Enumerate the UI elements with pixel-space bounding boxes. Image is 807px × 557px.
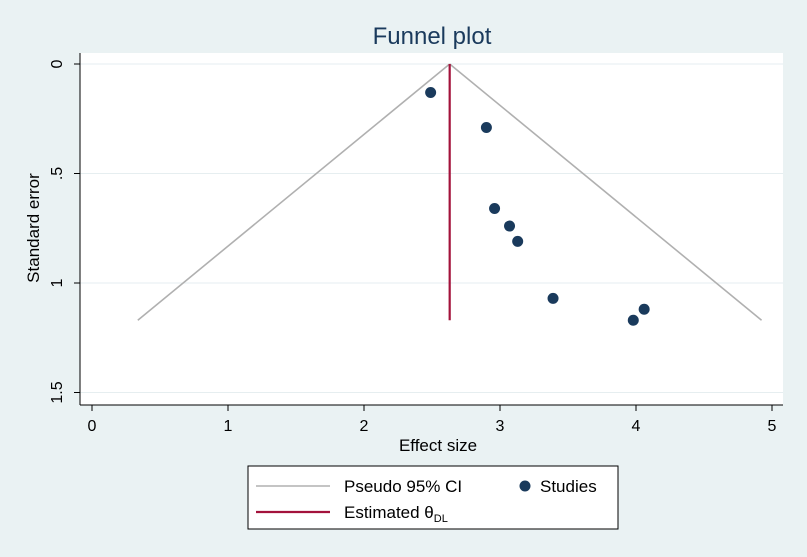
study-point-3 <box>504 220 516 232</box>
study-point-6 <box>638 303 650 315</box>
legend-box <box>247 465 619 530</box>
legend: Pseudo 95% CI Studies Estimated θDL <box>247 465 619 530</box>
x-tick-label-3: 3 <box>496 418 505 435</box>
plot-area <box>80 53 783 405</box>
chart-title: Funnel plot <box>373 23 492 50</box>
study-point-0 <box>425 86 437 98</box>
y-axis-label: Standard error <box>24 173 43 283</box>
ci-line-right <box>449 63 763 321</box>
y-tick-label-1: .5 <box>49 167 66 180</box>
y-tick-label-2: 1 <box>49 278 66 287</box>
x-tick-label-2: 2 <box>360 418 369 435</box>
legend-estimate-label: Estimated θDL <box>344 503 448 525</box>
x-axis-label: Effect size <box>399 436 477 455</box>
study-point-7 <box>627 314 639 326</box>
x-tick-label-1: 1 <box>224 418 233 435</box>
x-tick-label-0: 0 <box>88 418 97 435</box>
study-points <box>425 86 650 326</box>
x-tick-label-4: 4 <box>632 418 641 435</box>
y-tick-label-3: 1.5 <box>49 381 66 403</box>
x-axis-ticks: 0 1 2 3 4 5 <box>88 405 777 435</box>
legend-studies-swatch <box>519 480 531 492</box>
study-point-2 <box>489 203 501 215</box>
y-axis-ticks: 0 .5 1 1.5 <box>49 59 80 404</box>
study-point-5 <box>547 292 559 304</box>
grid-lines <box>80 63 783 393</box>
legend-ci-label: Pseudo 95% CI <box>344 477 462 496</box>
y-tick-label-0: 0 <box>49 59 66 68</box>
study-point-4 <box>512 235 524 247</box>
ci-line-left <box>137 63 451 321</box>
legend-studies-label: Studies <box>540 477 597 496</box>
x-tick-label-5: 5 <box>768 418 777 435</box>
study-point-1 <box>480 122 492 134</box>
